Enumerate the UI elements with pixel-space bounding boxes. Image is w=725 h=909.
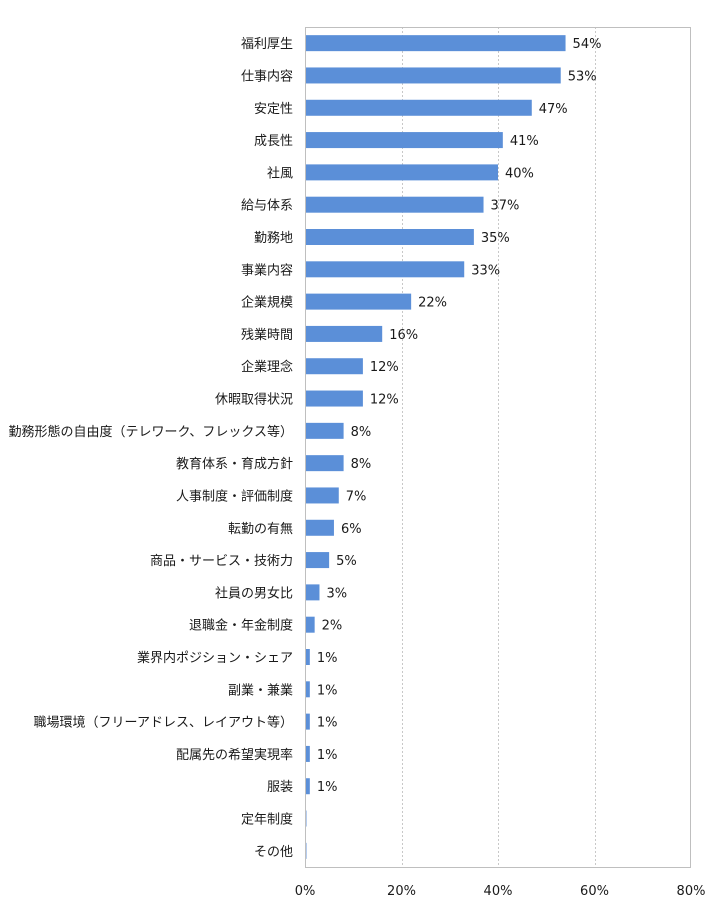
category-label-5: 給与体系 [241, 199, 293, 214]
data-label-10: 12% [370, 360, 399, 375]
category-label-8: 企業規模 [241, 295, 293, 311]
bar-17 [305, 584, 320, 601]
data-label-5: 37% [491, 199, 520, 214]
category-label-0: 福利厚生 [241, 37, 293, 52]
data-label-18: 2% [322, 619, 343, 634]
bar-21 [305, 713, 310, 730]
category-label-21: 職場環境（フリーアドレス、レイアウト等） [34, 715, 293, 731]
data-label-2: 47% [539, 102, 568, 117]
bar-16 [305, 552, 330, 569]
bar-9 [305, 325, 383, 342]
category-label-3: 成長性 [254, 134, 293, 149]
category-labels: 福利厚生仕事内容安定性成長性社風給与体系勤務地事業内容企業規模残業時間企業理念休… [9, 37, 293, 860]
bar-1 [305, 67, 561, 84]
bar-12 [305, 422, 344, 439]
category-label-23: 服装 [267, 780, 293, 795]
category-label-15: 転勤の有無 [228, 522, 293, 537]
category-label-6: 勤務地 [254, 231, 293, 246]
category-label-24: 定年制度 [241, 812, 293, 828]
bar-19 [305, 649, 310, 665]
data-label-23: 1% [317, 780, 338, 795]
x-tick-label-3: 60% [580, 884, 609, 899]
bar-22 [305, 745, 310, 762]
bar-0 [305, 35, 566, 52]
category-label-14: 人事制度・評価制度 [176, 488, 293, 504]
bar-14 [305, 487, 339, 504]
data-label-4: 40% [505, 166, 534, 181]
category-label-25: その他 [254, 845, 293, 860]
category-label-1: 仕事内容 [241, 68, 293, 84]
data-label-19: 1% [317, 651, 338, 666]
category-label-4: 社風 [267, 165, 293, 181]
bar-13 [305, 455, 344, 472]
category-label-13: 教育体系・育成方針 [176, 456, 293, 472]
data-label-17: 3% [326, 586, 347, 601]
data-label-11: 12% [370, 393, 399, 408]
x-tick-label-4: 80% [677, 884, 706, 899]
bar-6 [305, 229, 474, 245]
bar-4 [305, 164, 498, 181]
bar-5 [305, 196, 484, 213]
data-label-20: 1% [317, 683, 338, 698]
category-label-2: 安定性 [254, 102, 293, 117]
category-label-22: 配属先の希望実現率 [176, 747, 293, 763]
bar-23 [305, 778, 310, 795]
data-label-8: 22% [418, 296, 447, 311]
data-labels: 54% 53% 47% 41% 40% 37% 35% 33% 22% 16% 12% 12% 8% 8%… [317, 37, 602, 795]
bar-8 [305, 293, 412, 310]
data-label-14: 7% [346, 489, 367, 504]
data-label-0: 54% [573, 37, 602, 52]
bar-3 [305, 132, 503, 149]
category-label-18: 退職金・年金制度 [189, 618, 293, 634]
data-label-13: 8% [351, 457, 372, 472]
data-label-12: 8% [351, 425, 372, 440]
x-tick-label-1: 20% [387, 884, 416, 899]
bar-7 [305, 261, 465, 278]
category-label-7: 事業内容 [241, 262, 293, 278]
x-tick-label-2: 40% [484, 884, 513, 899]
data-label-6: 35% [481, 231, 510, 246]
category-label-12: 勤務形態の自由度（テレワーク、フレックス等） [9, 424, 293, 440]
category-label-20: 副業・兼業 [228, 682, 293, 698]
category-label-10: 企業理念 [241, 359, 293, 375]
bar-15 [305, 519, 334, 536]
x-axis-tick-labels: 0% 20% 40% 60% 80% [295, 884, 706, 899]
grid-lines [402, 27, 596, 867]
category-label-11: 休暇取得状況 [215, 392, 293, 408]
data-label-7: 33% [471, 263, 500, 278]
x-tick-label-0: 0% [295, 884, 316, 899]
category-label-19: 業界内ポジション・シェア [137, 650, 293, 666]
data-label-15: 6% [341, 522, 362, 537]
bar-10 [305, 358, 363, 375]
bar-20 [305, 681, 310, 698]
plot-area-border [305, 27, 691, 868]
bar-11 [305, 390, 363, 407]
category-label-16: 商品・サービス・技術力 [150, 554, 293, 569]
data-label-16: 5% [336, 554, 357, 569]
data-label-3: 41% [510, 134, 539, 149]
bar-18 [305, 616, 315, 633]
data-label-1: 53% [568, 69, 597, 84]
bars [305, 35, 566, 859]
category-label-9: 残業時間 [241, 327, 293, 343]
bar-2 [305, 99, 532, 116]
data-label-22: 1% [317, 748, 338, 763]
category-label-17: 社員の男女比 [215, 585, 293, 601]
data-label-21: 1% [317, 716, 338, 731]
data-label-9: 16% [389, 328, 418, 343]
